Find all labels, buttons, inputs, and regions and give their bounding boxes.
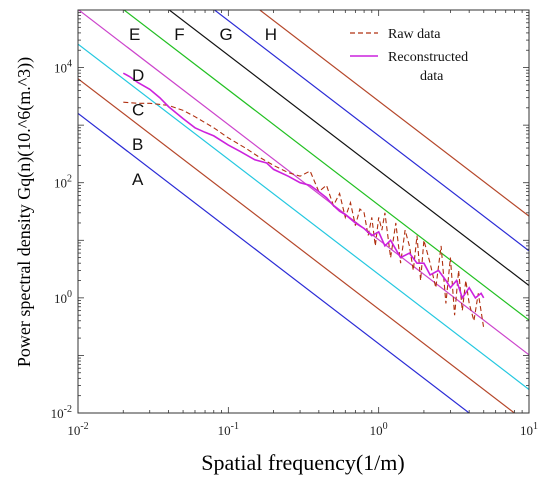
- axes: 10-2 10-1 100 101 10-2 100 102 104: [51, 9, 538, 438]
- class-line-f: [168, 10, 529, 286]
- series-line-raw: [123, 101, 485, 329]
- class-line-c: [78, 43, 529, 390]
- class-line-h: [258, 10, 529, 217]
- y-tick-label: 102: [54, 174, 72, 191]
- series-line-reconstructed: [122, 72, 485, 300]
- x-tick-label: 100: [370, 421, 388, 438]
- x-tick-label: 101: [520, 421, 538, 438]
- legend-label-raw: Raw data: [388, 27, 441, 42]
- plot-frame: [77, 9, 530, 414]
- legend-label-reconstructed: Reconstructed data: [388, 50, 468, 84]
- class-label-h: H: [265, 25, 277, 44]
- x-tick-label: 10-2: [67, 421, 88, 438]
- class-line-e: [123, 10, 529, 321]
- class-label-e: E: [129, 25, 140, 44]
- y-tick-label: 104: [54, 59, 72, 76]
- class-line-d: [78, 10, 529, 356]
- y-axis-title: Power spectral density Gq(n)(10.^6(m.^3)…: [14, 57, 35, 367]
- class-label-a: A: [132, 170, 144, 189]
- class-label-b: B: [132, 135, 143, 154]
- class-label-g: G: [220, 25, 233, 44]
- x-axis-title: Spatial frequency(1/m): [201, 450, 404, 475]
- data-series: [122, 72, 485, 329]
- road-class-lines: [78, 10, 529, 413]
- x-tick-label: 10-1: [218, 421, 239, 438]
- y-tick-label: 10-2: [51, 404, 72, 421]
- y-tick-label: 100: [54, 289, 72, 306]
- class-label-d: D: [132, 66, 144, 85]
- class-label-f: F: [174, 25, 184, 44]
- class-label-c: C: [132, 100, 144, 119]
- class-line-a: [78, 112, 471, 413]
- class-line-b: [78, 77, 516, 413]
- class-line-g: [213, 10, 529, 252]
- legend: Raw data Reconstructed data: [350, 27, 468, 84]
